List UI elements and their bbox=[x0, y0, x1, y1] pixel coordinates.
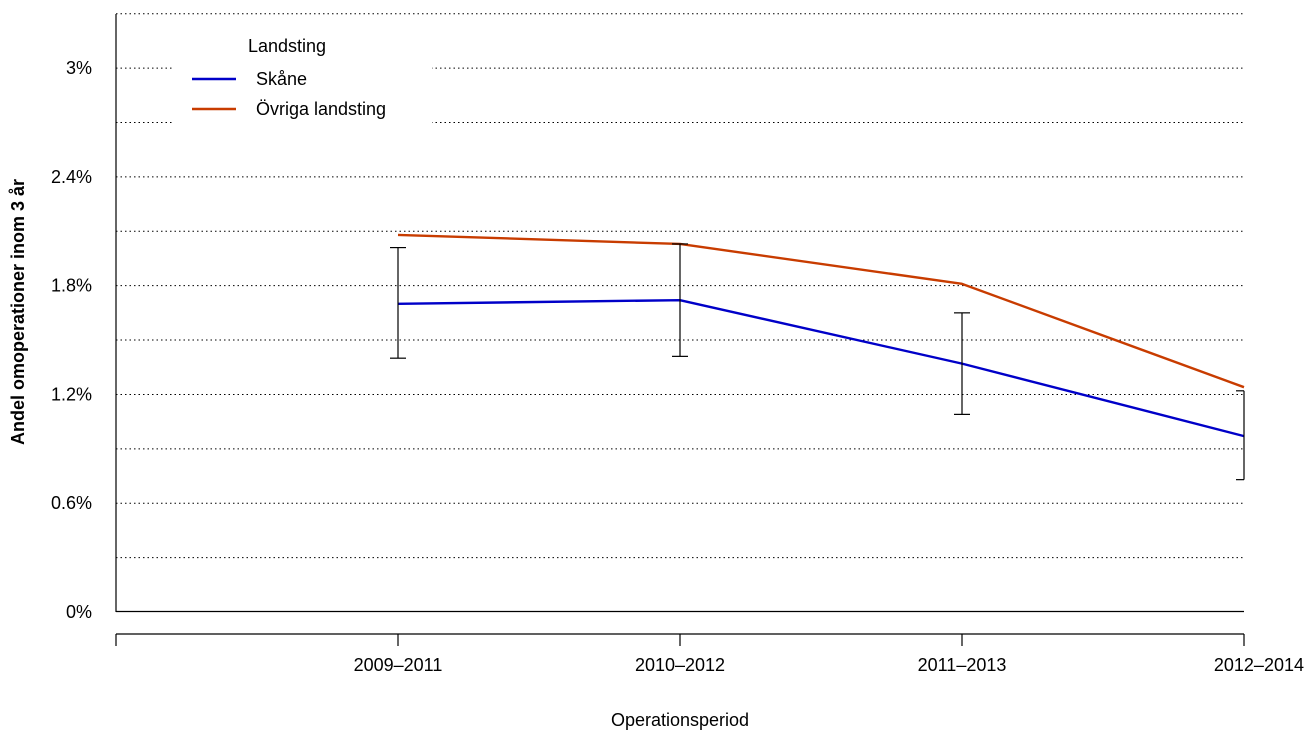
y-tick-label: 1.8% bbox=[51, 276, 92, 296]
legend-title: Landsting bbox=[248, 36, 326, 56]
y-tick-label: 0% bbox=[66, 602, 92, 622]
y-axis-title: Andel omoperationer inom 3 år bbox=[8, 179, 28, 445]
legend-entries: Skåne Övriga landsting bbox=[192, 69, 386, 119]
legend-label: Övriga landsting bbox=[256, 99, 386, 119]
x-tick-label: 2011–2013 bbox=[918, 655, 1007, 675]
legend-label: Skåne bbox=[256, 69, 307, 89]
x-ticks: 2009–2011 2010–2012 2011–2013 2012–2014 bbox=[115, 634, 1304, 675]
error-bars bbox=[390, 243, 1245, 481]
x-axis-title: Operationsperiod bbox=[611, 710, 749, 730]
y-tick-label: 3% bbox=[66, 58, 92, 78]
y-tick-label: 0.6% bbox=[51, 493, 92, 513]
x-tick-label: 2009–2011 bbox=[354, 655, 443, 675]
series bbox=[397, 233, 1245, 438]
series-line bbox=[397, 233, 1245, 389]
x-tick-label: 2012–2014 bbox=[1214, 655, 1304, 675]
y-tick-label: 2.4% bbox=[51, 167, 92, 187]
y-tick-label: 1.2% bbox=[51, 384, 92, 404]
x-tick-label: 2010–2012 bbox=[635, 655, 725, 675]
legend: Landsting Skåne Övriga landsting bbox=[174, 26, 432, 126]
y-ticks: 0% 0.6% 1.2% 1.8% 2.4% 3% bbox=[51, 58, 92, 622]
series-line bbox=[397, 298, 1245, 438]
